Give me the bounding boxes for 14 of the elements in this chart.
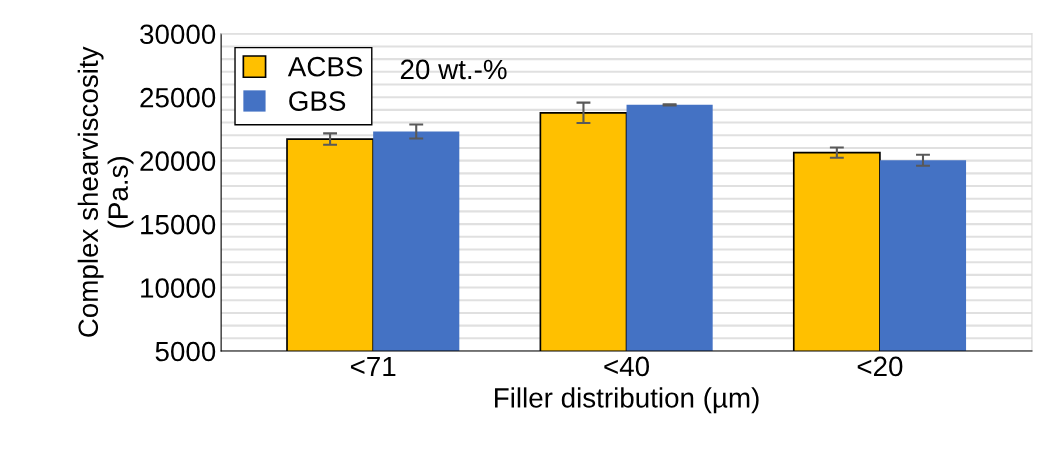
annotation: 20 wt.-%: [400, 59, 507, 80]
y-axis-title: Complex shearviscosity (Pa.s): [77, 46, 134, 337]
x-tick-label: <40: [604, 356, 650, 377]
y-tick-label: 10000: [141, 278, 216, 298]
y-tick-label: 25000: [140, 87, 216, 108]
x-tick-label: <20: [857, 356, 903, 377]
y-tick-label: 5000: [155, 341, 216, 362]
legend-label: ACBS: [287, 56, 363, 77]
y-tick-label: 20000: [140, 151, 216, 171]
y-tick-label: 30000: [140, 24, 216, 45]
x-axis-title: Filler distribution (µm): [495, 387, 759, 414]
x-tick-label: <71: [350, 356, 396, 376]
y-tick-label: 15000: [141, 214, 216, 235]
legend-label: GBS: [289, 91, 346, 111]
